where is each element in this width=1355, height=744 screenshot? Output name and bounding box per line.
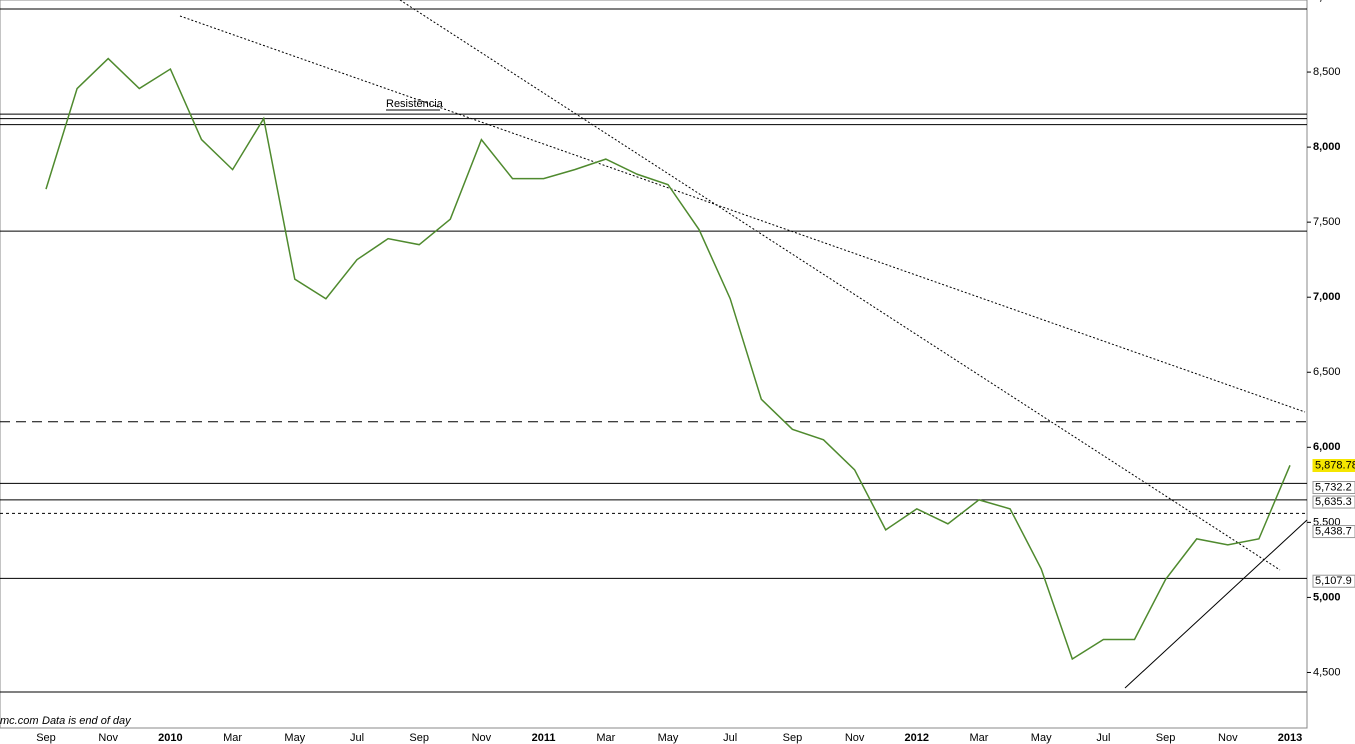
y-tick-label: 8,500	[1313, 66, 1341, 78]
price-label-box	[1312, 525, 1355, 539]
y-tick-label: 9,000	[1313, 0, 1341, 3]
price-label: 5,438.7	[1315, 525, 1352, 537]
x-tick-label: Jul	[1096, 732, 1110, 744]
x-tick-label: May	[284, 732, 305, 744]
y-tick-label: 6,500	[1313, 366, 1341, 378]
footer-source: mc.com	[0, 715, 39, 727]
y-tick-label: 8,000	[1313, 141, 1341, 153]
price-line	[45, 57, 1291, 661]
x-tick-label: 2011	[532, 732, 556, 744]
x-tick-label: 2010	[158, 732, 182, 744]
price-label: 5,635.3	[1315, 496, 1352, 508]
x-tick-label: Nov	[1218, 732, 1238, 744]
x-tick-label: Mar	[596, 732, 615, 744]
x-tick-label: Nov	[472, 732, 492, 744]
x-tick-label: 2012	[905, 732, 929, 744]
price-label-box	[1312, 459, 1355, 473]
x-tick-label: Sep	[783, 732, 803, 744]
price-label: 5,107.9	[1315, 575, 1352, 587]
y-tick-label: 6,000	[1313, 441, 1341, 453]
x-tick-label: Sep	[1156, 732, 1176, 744]
trendline	[399, 0, 1281, 571]
price-label-box	[1312, 481, 1355, 495]
x-tick-label: Jul	[350, 732, 364, 744]
price-label-box	[1312, 574, 1355, 588]
x-tick-label: May	[1031, 732, 1052, 744]
price-label: 5,878.78	[1315, 459, 1355, 471]
y-tick-label: 5,000	[1313, 591, 1341, 603]
price-label-box	[1312, 495, 1355, 509]
price-label: 5,732.2	[1315, 481, 1352, 493]
x-tick-label: Nov	[98, 732, 118, 744]
x-tick-label: May	[658, 732, 679, 744]
x-tick-label: Nov	[845, 732, 865, 744]
x-tick-label: Jul	[723, 732, 737, 744]
y-tick-label: 7,500	[1313, 216, 1341, 228]
x-tick-label: 2013	[1278, 732, 1302, 744]
x-tick-label: Sep	[36, 732, 56, 744]
footer-note: Data is end of day	[42, 715, 132, 727]
x-tick-label: Mar	[970, 732, 989, 744]
plot-frame	[0, 0, 1308, 729]
annotation: Resistência	[386, 98, 444, 110]
x-tick-label: Sep	[409, 732, 429, 744]
y-tick-label: 7,000	[1313, 291, 1341, 303]
y-tick-label: 4,500	[1313, 666, 1341, 678]
x-tick-label: Mar	[223, 732, 242, 744]
trendline	[1124, 519, 1308, 689]
trendline	[179, 15, 1306, 413]
